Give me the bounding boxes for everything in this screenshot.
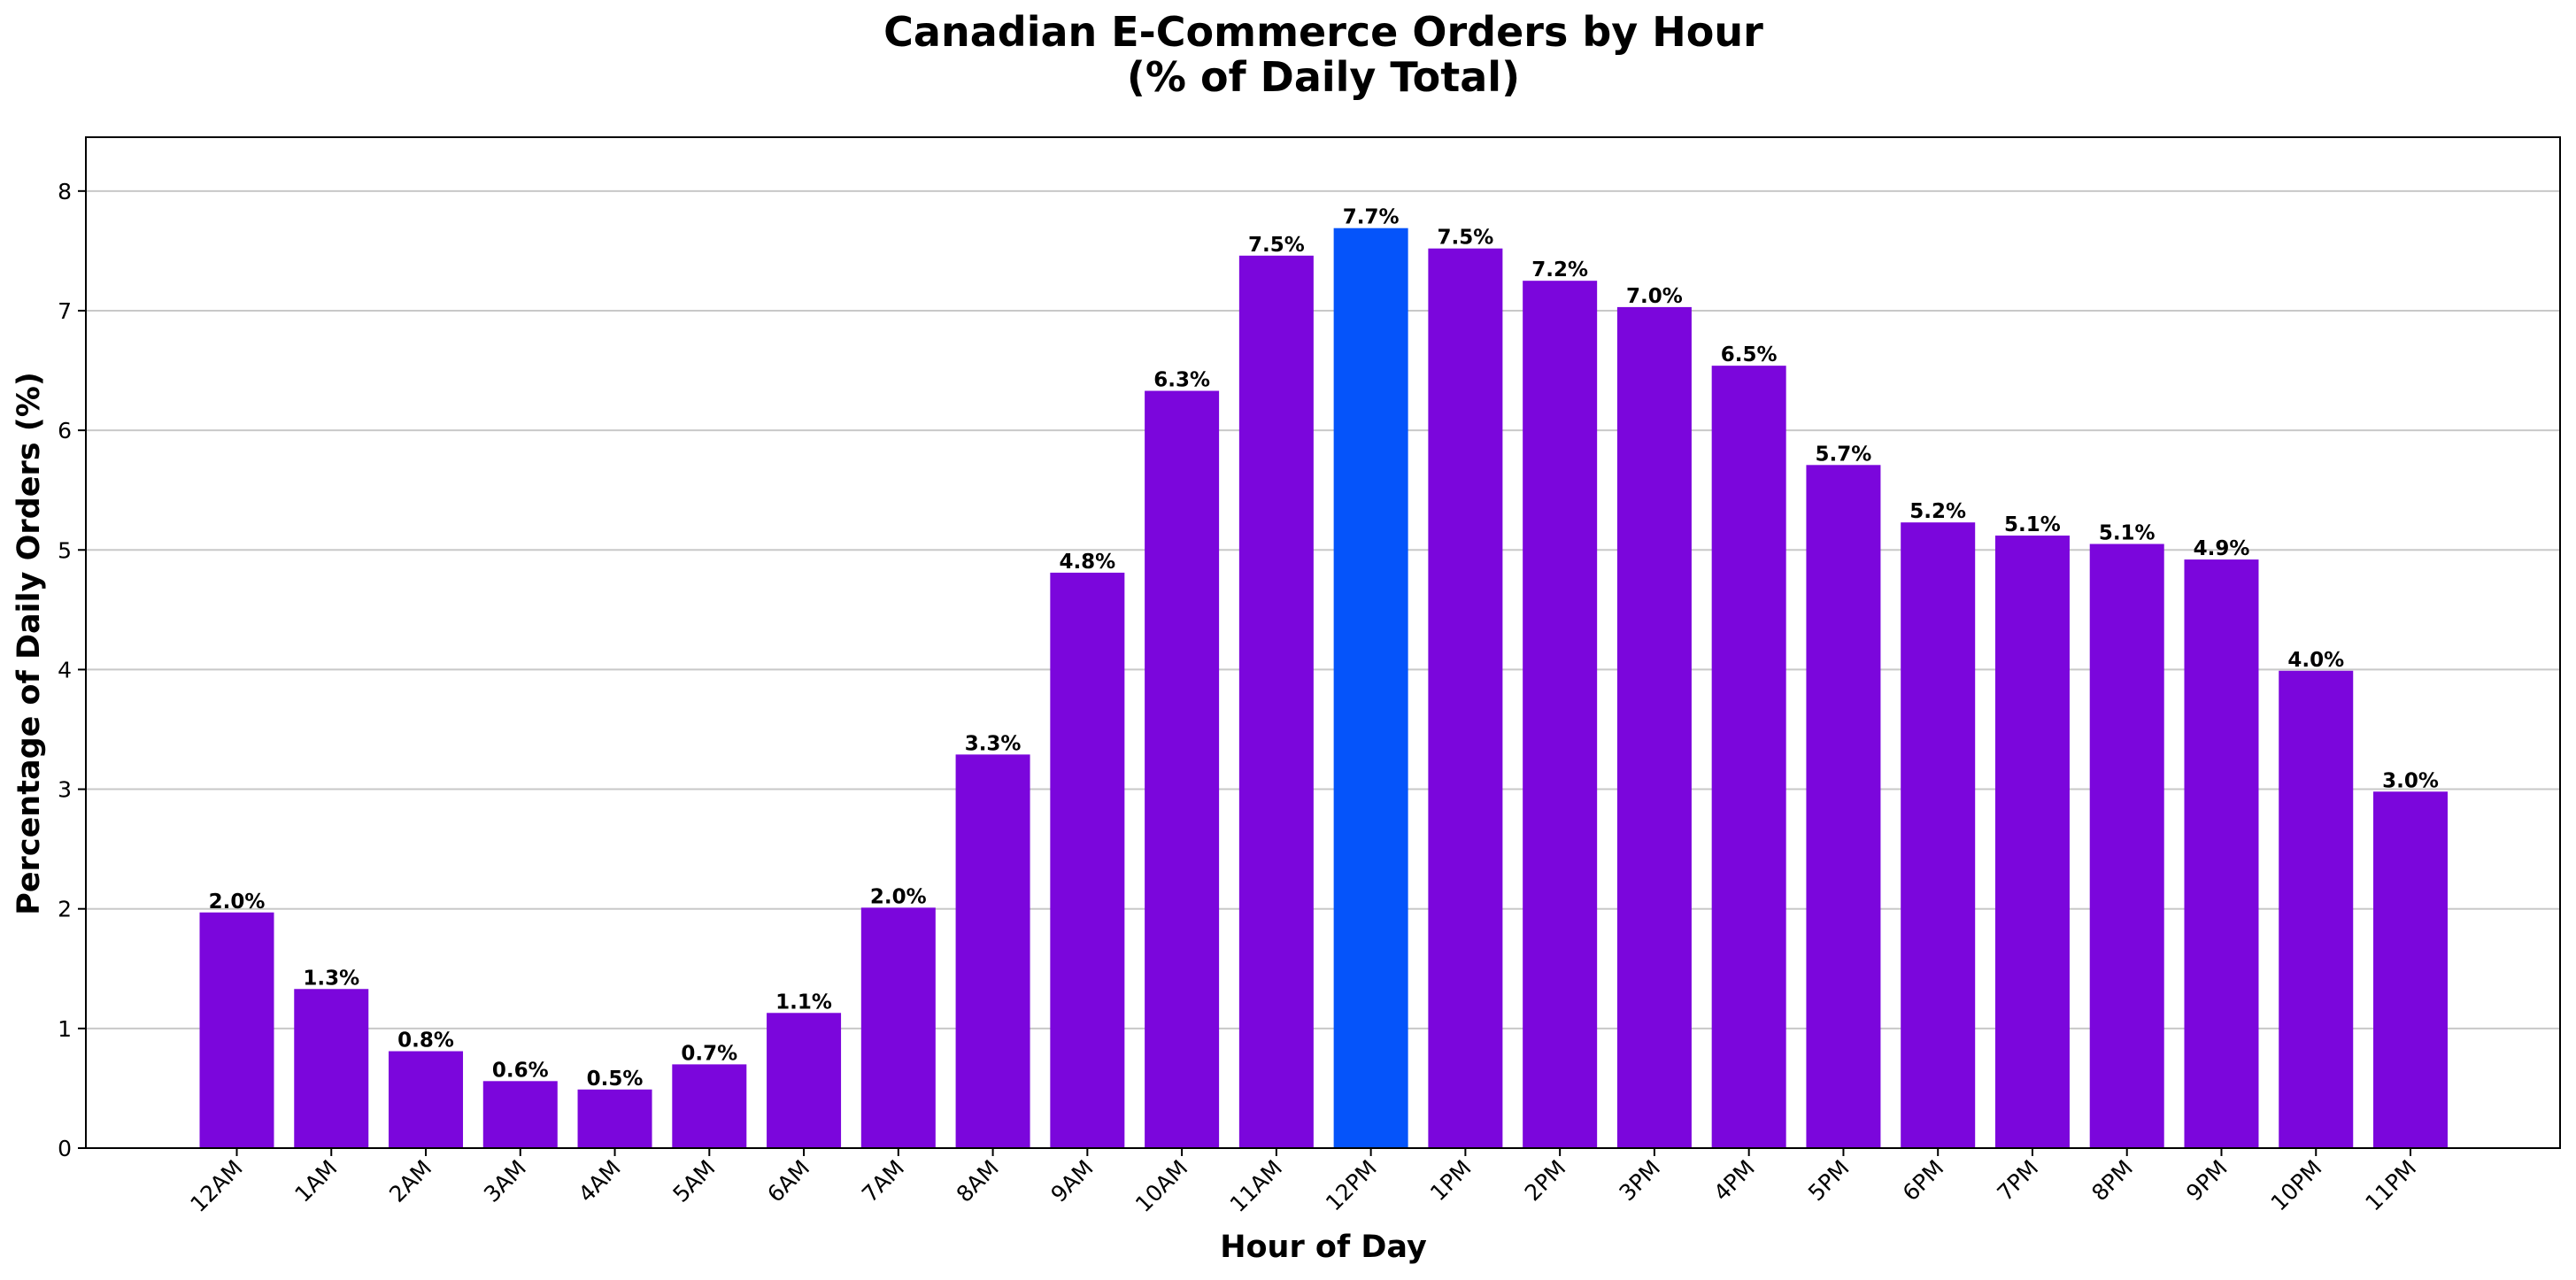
x-tick-label: 10AM bbox=[1130, 1155, 1192, 1217]
data-label: 3.0% bbox=[2382, 769, 2439, 792]
bar bbox=[1238, 255, 1314, 1148]
x-tick-label: 5AM bbox=[667, 1155, 720, 1207]
bar bbox=[1050, 572, 1125, 1148]
x-tick-label: 3PM bbox=[1614, 1155, 1665, 1207]
gridlines bbox=[86, 189, 2560, 1029]
data-label: 7.2% bbox=[1531, 258, 1588, 281]
x-tick-label: 7PM bbox=[1993, 1155, 2044, 1207]
x-tick-label: 7AM bbox=[857, 1155, 909, 1207]
y-tick-label: 5 bbox=[58, 537, 72, 563]
y-tick-label: 3 bbox=[58, 777, 72, 803]
y-tick-label: 0 bbox=[58, 1136, 72, 1161]
x-tick-label: 3AM bbox=[479, 1155, 531, 1207]
data-label: 5.2% bbox=[1909, 500, 1966, 523]
bar bbox=[482, 1081, 558, 1148]
bar bbox=[1145, 390, 1220, 1148]
bar bbox=[1901, 522, 1976, 1148]
bar bbox=[1523, 281, 1598, 1149]
bar bbox=[1994, 536, 2070, 1148]
x-tick-label: 4PM bbox=[1708, 1155, 1760, 1207]
chart-title: Canadian E-Commerce Orders by Hour bbox=[883, 8, 1763, 56]
x-tick-label: 11PM bbox=[2360, 1155, 2421, 1216]
value-labels: 2.0% 1.3% 0.8% 0.6% 0.5% 0.7% 1.1% 2.0% 3.3% 4.8%… bbox=[209, 206, 2439, 1091]
x-tick-label: 9PM bbox=[2181, 1155, 2233, 1207]
data-label: 2.0% bbox=[209, 891, 266, 914]
chart-subtitle: (% of Daily Total) bbox=[1127, 53, 1520, 101]
data-label: 1.3% bbox=[303, 967, 359, 990]
bar bbox=[577, 1089, 652, 1148]
data-label: 0.6% bbox=[492, 1059, 549, 1082]
x-tick-label: 12PM bbox=[1321, 1155, 1382, 1216]
bar bbox=[2279, 670, 2354, 1148]
x-tick-label: 1PM bbox=[1425, 1155, 1477, 1207]
data-label: 2.0% bbox=[870, 885, 927, 908]
bar bbox=[1806, 465, 1881, 1148]
bars bbox=[199, 227, 2448, 1149]
x-tick-label: 6AM bbox=[762, 1155, 814, 1207]
data-label: 7.5% bbox=[1437, 227, 1493, 250]
bar bbox=[199, 912, 274, 1148]
data-label: 1.1% bbox=[775, 991, 832, 1014]
x-tick-label: 11AM bbox=[1225, 1155, 1287, 1217]
bar bbox=[2373, 791, 2448, 1148]
bar bbox=[767, 1013, 842, 1148]
data-label: 0.7% bbox=[681, 1042, 737, 1065]
bar bbox=[389, 1051, 464, 1148]
x-tick-label: 2PM bbox=[1520, 1155, 1571, 1207]
x-axis-ticks: 12AM 1AM 2AM 3AM 4AM 5AM 6AM 7AM 8AM 9AM 10AM 11AM 1… bbox=[185, 1148, 2421, 1217]
bar bbox=[955, 754, 1030, 1148]
data-label: 6.5% bbox=[1721, 343, 1778, 366]
data-label: 5.1% bbox=[2004, 513, 2061, 536]
x-tick-label: 10PM bbox=[2266, 1155, 2327, 1216]
bar bbox=[2184, 559, 2259, 1148]
bar bbox=[2089, 544, 2164, 1148]
data-label: 4.0% bbox=[2287, 649, 2344, 672]
data-label: 0.8% bbox=[397, 1029, 454, 1053]
data-label: 5.1% bbox=[2099, 522, 2156, 545]
x-tick-label: 8PM bbox=[2086, 1155, 2138, 1207]
y-axis-ticks: 0 1 2 3 4 5 6 7 8 bbox=[58, 179, 86, 1161]
data-label: 4.8% bbox=[1059, 551, 1115, 574]
x-tick-label: 9AM bbox=[1045, 1155, 1098, 1207]
x-tick-label: 1AM bbox=[289, 1155, 342, 1207]
x-tick-label: 12AM bbox=[185, 1155, 247, 1217]
bar bbox=[672, 1064, 747, 1148]
x-tick-label: 2AM bbox=[384, 1155, 436, 1207]
bar bbox=[1333, 227, 1408, 1149]
bar bbox=[1428, 248, 1503, 1148]
x-tick-label: 5PM bbox=[1803, 1155, 1855, 1207]
y-tick-label: 2 bbox=[58, 897, 72, 922]
data-label: 7.0% bbox=[1626, 285, 1683, 308]
y-tick-label: 6 bbox=[58, 418, 72, 443]
bar bbox=[1711, 366, 1786, 1148]
data-label: 5.7% bbox=[1816, 443, 1872, 466]
y-tick-label: 1 bbox=[58, 1016, 72, 1042]
y-tick-label: 7 bbox=[58, 298, 72, 324]
plot-area-frame bbox=[85, 136, 2561, 1149]
x-tick-label: 4AM bbox=[574, 1155, 626, 1207]
bar bbox=[860, 907, 936, 1148]
y-tick-label: 8 bbox=[58, 179, 72, 204]
data-label: 7.5% bbox=[1248, 234, 1305, 257]
x-axis-label: Hour of Day bbox=[1220, 1230, 1427, 1265]
data-label: 6.3% bbox=[1153, 369, 1210, 392]
bar bbox=[294, 989, 369, 1148]
y-tick-label: 4 bbox=[58, 657, 72, 682]
data-label: 0.5% bbox=[587, 1068, 644, 1091]
y-axis-label: Percentage of Daily Orders (%) bbox=[12, 372, 47, 915]
data-label: 7.7% bbox=[1343, 206, 1400, 229]
data-label: 4.9% bbox=[2194, 537, 2250, 560]
data-label: 3.3% bbox=[965, 732, 1022, 755]
bar bbox=[1616, 306, 1692, 1149]
x-tick-label: 6PM bbox=[1898, 1155, 1949, 1207]
x-tick-label: 8AM bbox=[952, 1155, 1004, 1207]
